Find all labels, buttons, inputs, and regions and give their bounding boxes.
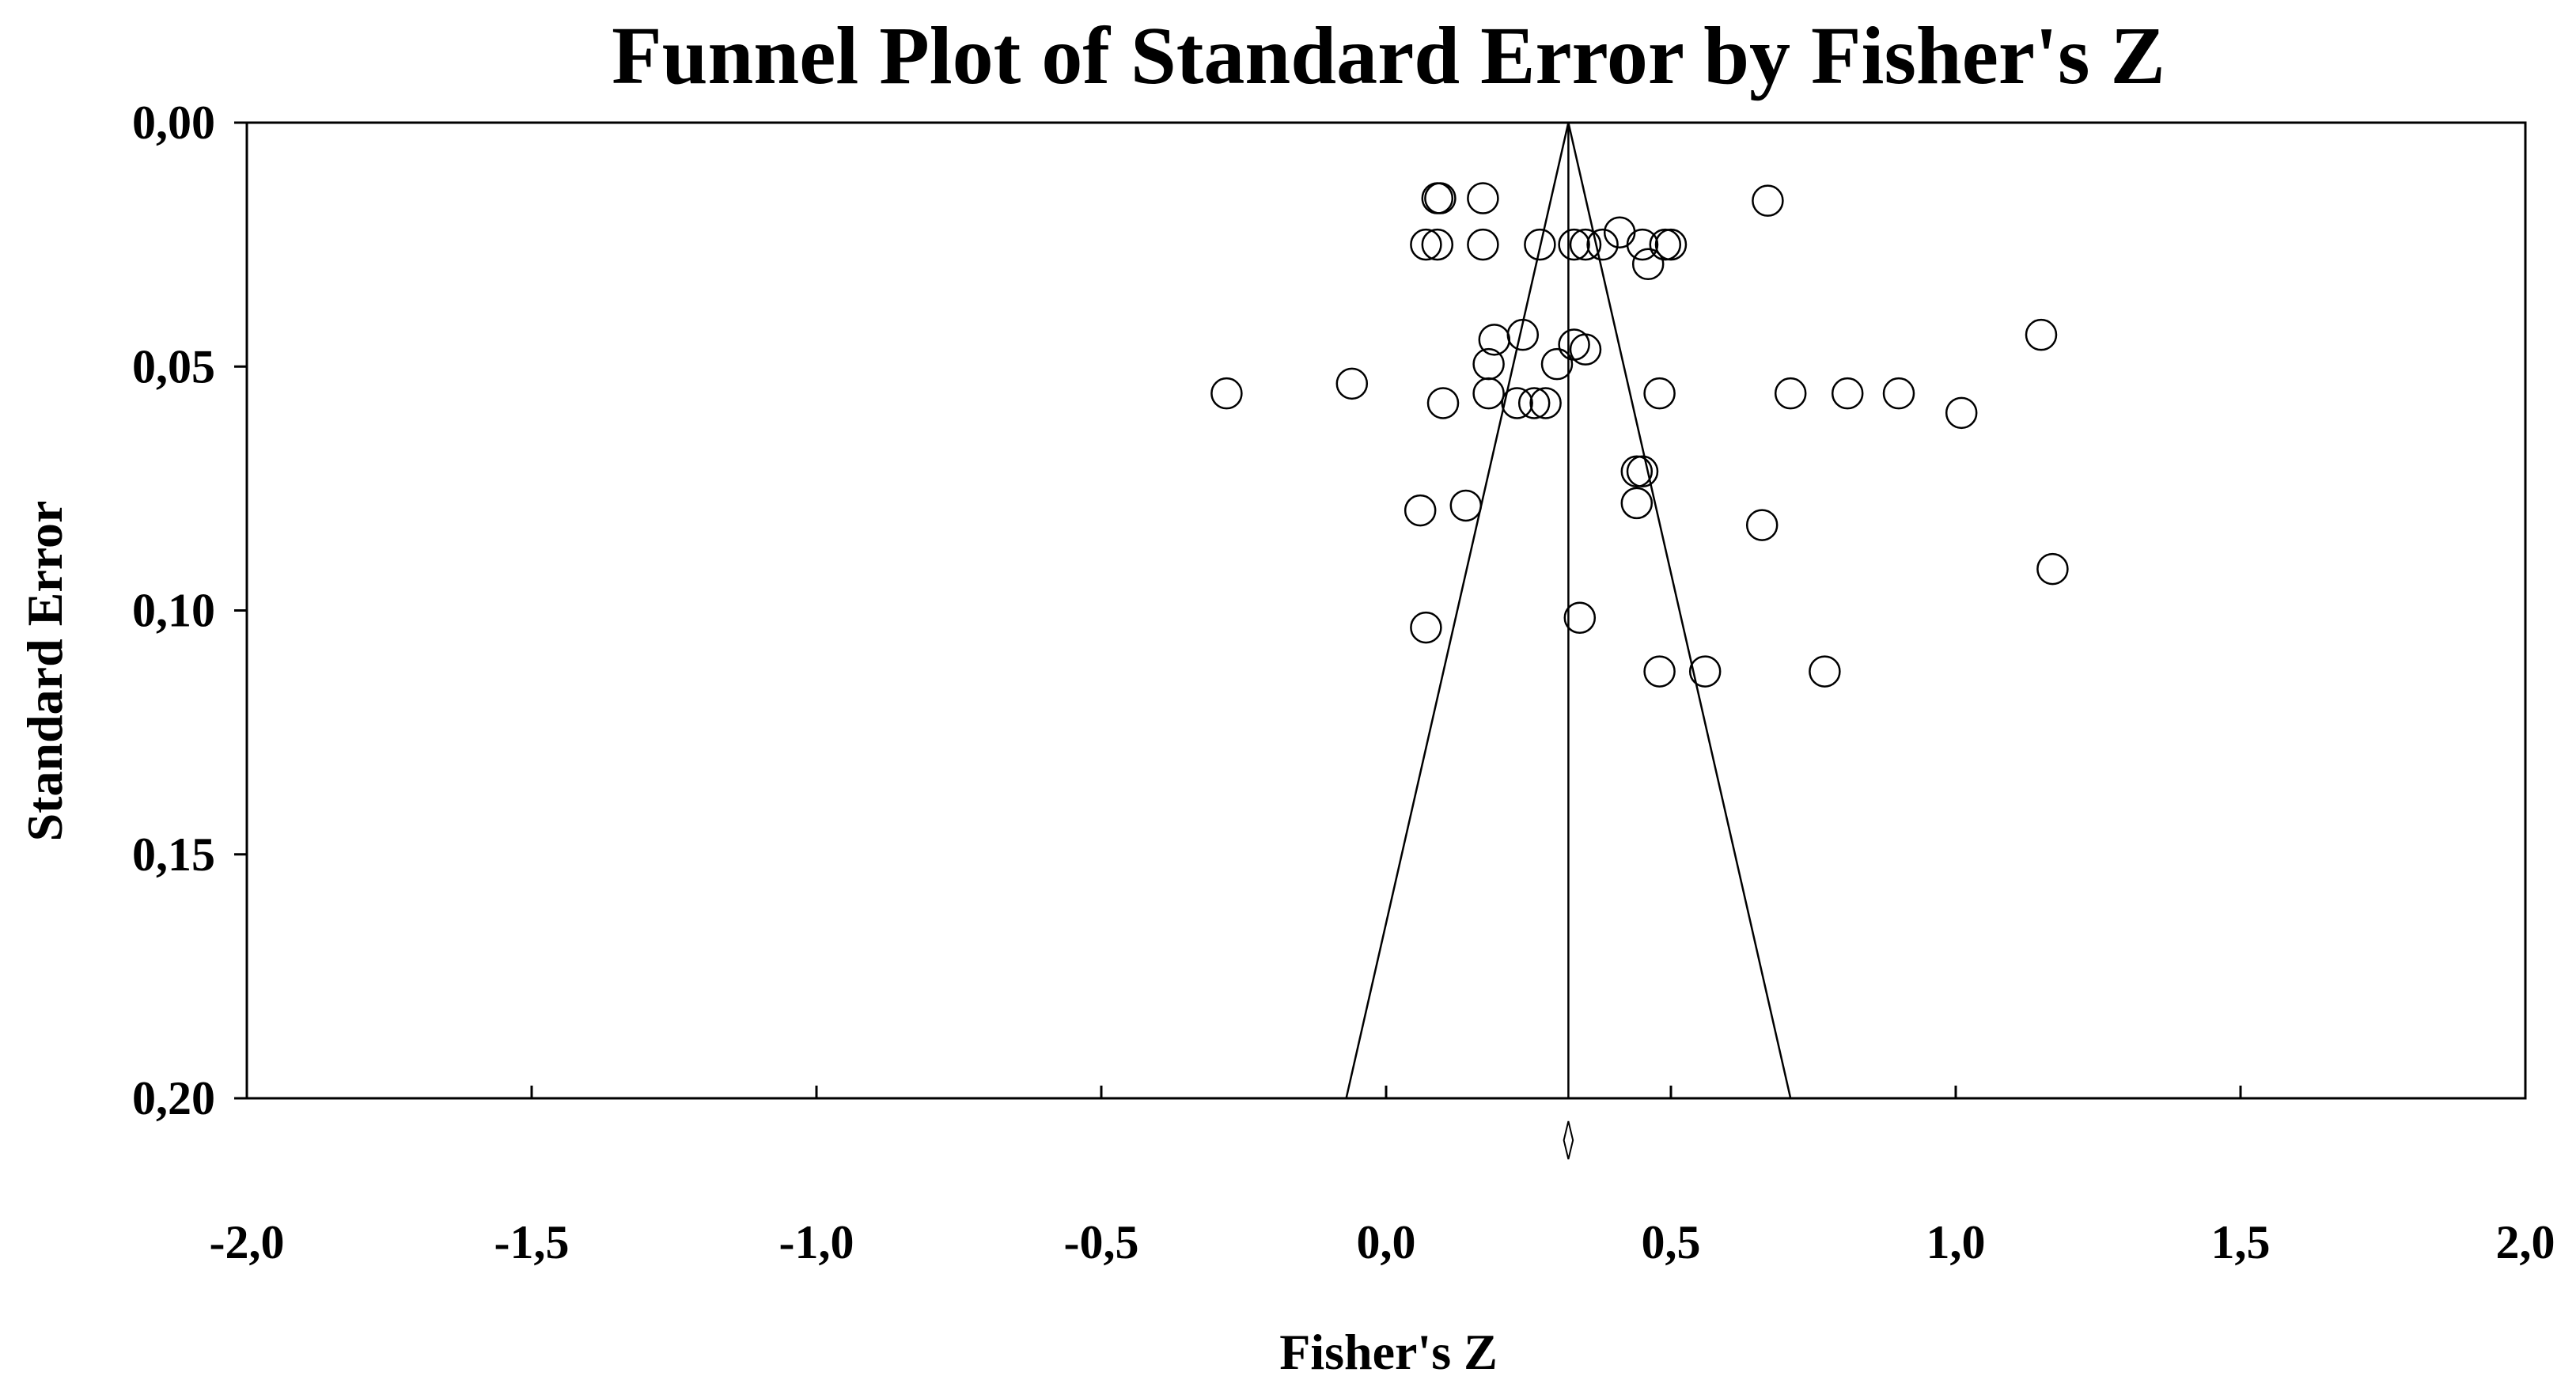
study-point [1745, 509, 1779, 541]
study-point [1506, 318, 1540, 351]
y-tick-label: 0,05 [132, 340, 215, 392]
chart-title: Funnel Plot of Standard Error by Fisher'… [612, 10, 2165, 101]
x-tick-label: 1,0 [1926, 1216, 1986, 1268]
x-tick-label: -0,5 [1064, 1216, 1139, 1268]
study-point [1774, 377, 1807, 410]
study-point [1335, 367, 1369, 400]
study-point [1558, 228, 1590, 261]
x-axis: -2,0 -1,5 -1,0 -0,5 0,0 0,5 1,0 1,5 2,0 [210, 1086, 2555, 1268]
y-tick-label: 0,20 [132, 1072, 215, 1124]
study-point [1424, 182, 1457, 214]
study-point [1501, 387, 1533, 419]
study-point [1467, 228, 1499, 261]
study-point [1563, 601, 1597, 634]
funnel-left-line [1345, 122, 1570, 1099]
study-point [1569, 228, 1602, 261]
study-point [1688, 655, 1722, 688]
study-point [1809, 655, 1841, 688]
plot-area-frame [245, 121, 2527, 1100]
study-point [1410, 611, 1442, 644]
study-point [1421, 182, 1454, 214]
study-point [1586, 228, 1619, 261]
study-point [1626, 228, 1659, 261]
x-tick-label: 2,0 [2496, 1216, 2555, 1268]
study-point [1643, 655, 1676, 688]
study-point [1210, 377, 1243, 410]
study-point [1945, 396, 1978, 430]
study-point [1467, 182, 1499, 214]
study-point [2025, 318, 2058, 351]
study-point [1569, 333, 1602, 366]
x-tick-label: -1,0 [779, 1216, 854, 1268]
data-points [1210, 182, 2069, 688]
x-tick-label: -1,5 [494, 1216, 570, 1268]
study-point [1882, 377, 1915, 410]
y-tick-label: 0,10 [132, 585, 215, 637]
study-point [1426, 387, 1460, 419]
study-point [1649, 228, 1682, 261]
y-tick-label: 0,15 [132, 828, 215, 881]
x-tick-label: 0,5 [1642, 1216, 1701, 1268]
study-point [1620, 455, 1654, 488]
study-point [1404, 494, 1437, 527]
summary-diamond-shape [1563, 1120, 1574, 1160]
y-tick-label: 0,00 [132, 97, 215, 149]
summary-diamond [1563, 1120, 1574, 1160]
study-point [1603, 216, 1636, 248]
study-point [1631, 248, 1665, 281]
study-point [1410, 228, 1442, 261]
study-point [1529, 387, 1562, 419]
x-tick-label: -2,0 [210, 1216, 285, 1268]
study-point [1654, 228, 1688, 261]
study-point [1421, 228, 1454, 261]
study-point [1517, 387, 1551, 419]
study-point [1472, 377, 1505, 410]
x-axis-label: Fisher's Z [1279, 1324, 1498, 1380]
study-point [1831, 377, 1864, 410]
study-point [1626, 455, 1659, 488]
study-point [1449, 489, 1483, 522]
study-point [1643, 377, 1676, 410]
funnel-right-line [1567, 122, 1792, 1099]
study-point [2036, 552, 2069, 586]
study-point [1540, 347, 1574, 381]
study-point [1524, 228, 1556, 261]
funnel-lines [1345, 122, 1792, 1099]
x-tick-label: 1,5 [2211, 1216, 2271, 1268]
study-point [1620, 487, 1654, 520]
y-axis-label: Standard Error [17, 501, 73, 842]
y-axis: 0,00 0,05 0,10 0,15 0,20 [132, 97, 247, 1124]
x-tick-label: 0,0 [1357, 1216, 1416, 1268]
study-point [1752, 184, 1784, 217]
